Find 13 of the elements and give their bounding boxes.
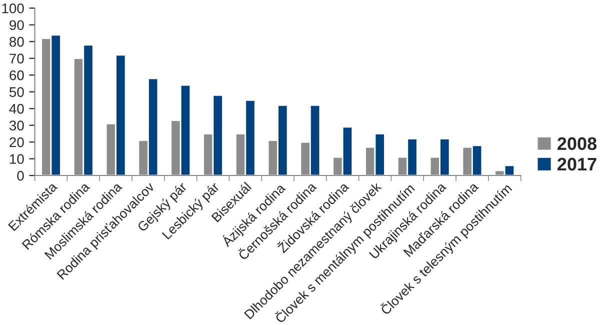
y-tick-label: 90 — [10, 20, 24, 30]
y-tick-label: 10 — [10, 154, 24, 164]
y-tick-label: 0 — [17, 170, 24, 181]
y-tick-label: 60 — [10, 70, 24, 80]
y-tick-label: 40 — [9, 104, 24, 114]
y-tick-label: 100 — [2, 3, 24, 14]
y-tick-label: 50 — [9, 87, 24, 97]
legend-label: 2008 — [558, 137, 597, 150]
legend-label: 2017 — [558, 158, 596, 171]
y-tick-label: 80 — [10, 36, 24, 47]
y-tick-label: 30 — [9, 120, 24, 130]
y-tick-label: 20 — [10, 137, 24, 148]
y-tick-label: 70 — [10, 54, 24, 64]
